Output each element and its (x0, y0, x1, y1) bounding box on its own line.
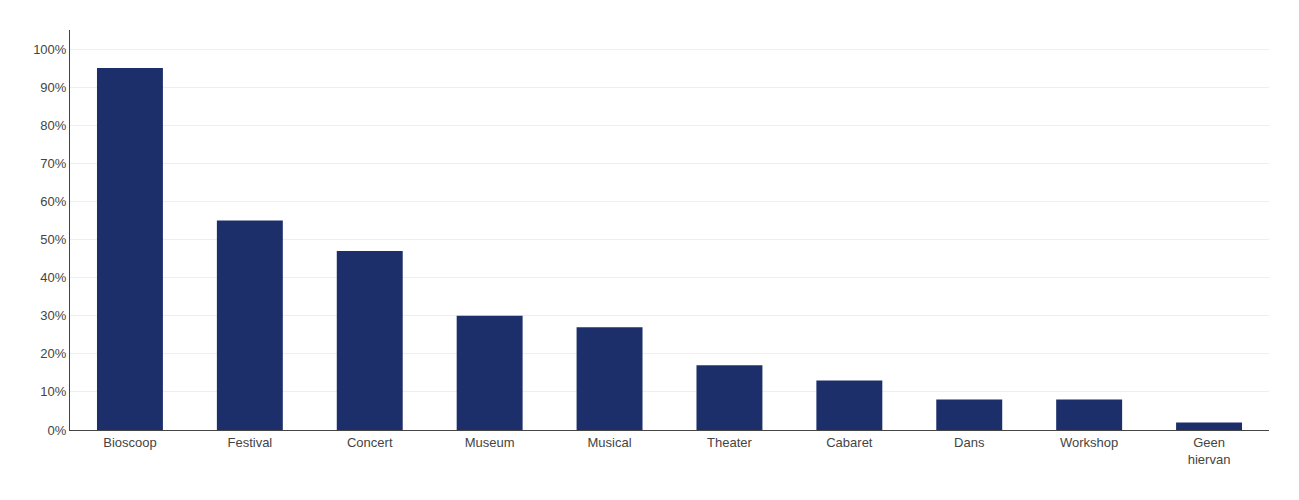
svg-text:10%: 10% (40, 384, 66, 399)
svg-text:Bioscoop: Bioscoop (103, 435, 156, 450)
svg-text:Musical: Musical (588, 435, 632, 450)
svg-text:60%: 60% (40, 194, 66, 209)
svg-text:0%: 0% (48, 423, 67, 438)
svg-text:Dans: Dans (954, 435, 985, 450)
svg-text:20%: 20% (40, 346, 66, 361)
svg-text:70%: 70% (40, 156, 66, 171)
svg-text:Geenhiervan: Geenhiervan (1188, 435, 1231, 467)
svg-text:30%: 30% (40, 308, 66, 323)
svg-text:Festival: Festival (227, 435, 272, 450)
svg-text:Museum: Museum (465, 435, 515, 450)
svg-text:100%: 100% (33, 42, 67, 57)
svg-text:80%: 80% (40, 118, 66, 133)
svg-text:Concert: Concert (347, 435, 393, 450)
svg-text:50%: 50% (40, 232, 66, 247)
svg-text:Theater: Theater (707, 435, 752, 450)
svg-text:90%: 90% (40, 80, 66, 95)
svg-text:Workshop: Workshop (1060, 435, 1118, 450)
svg-text:Cabaret: Cabaret (826, 435, 873, 450)
svg-text:40%: 40% (40, 270, 66, 285)
